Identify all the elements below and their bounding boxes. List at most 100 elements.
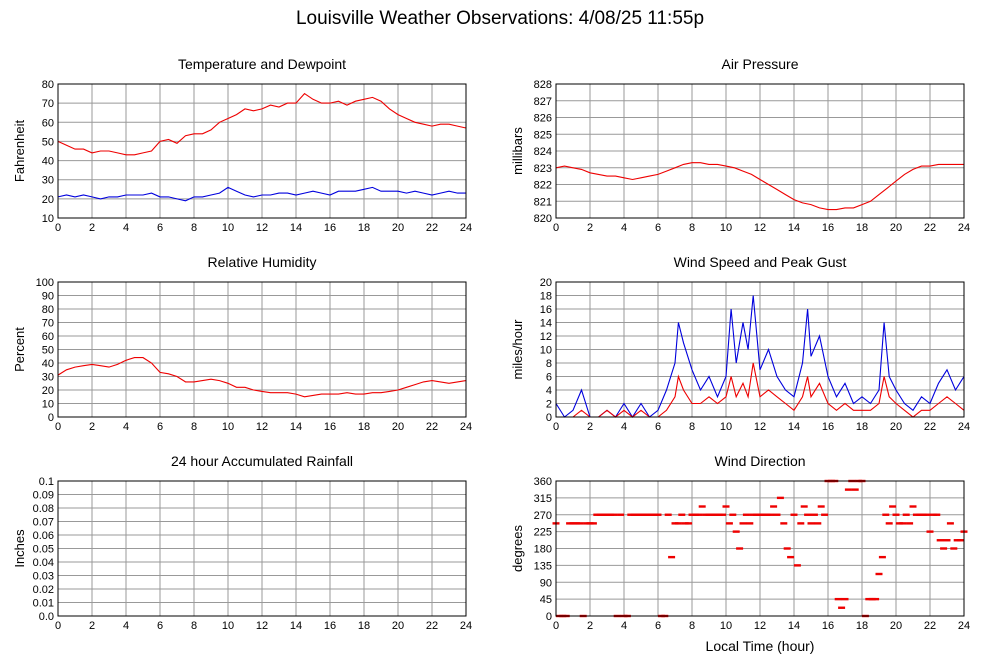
data-point bbox=[736, 547, 744, 550]
x-tick-label: 6 bbox=[655, 222, 661, 234]
x-tick-label: 14 bbox=[788, 222, 800, 234]
y-tick-label: 20 bbox=[42, 385, 54, 397]
page-title: Louisville Weather Observations: 4/08/25… bbox=[295, 8, 705, 29]
x-tick-label: 16 bbox=[822, 620, 834, 632]
plot-frame bbox=[57, 83, 467, 219]
chart-title: Air Pressure bbox=[721, 56, 798, 72]
y-tick-label: 50 bbox=[42, 345, 54, 357]
y-tick-label: 20 bbox=[540, 277, 552, 289]
series-line-1 bbox=[57, 357, 467, 398]
data-point bbox=[732, 530, 740, 533]
data-point bbox=[678, 513, 686, 516]
x-tick-label: 12 bbox=[256, 421, 268, 433]
x-tick-label: 0 bbox=[553, 620, 559, 632]
y-tick-label: 360 bbox=[534, 476, 552, 488]
y-tick-label: 50 bbox=[42, 136, 54, 148]
y-axis-label: miles/hour bbox=[510, 319, 525, 380]
series-line-2 bbox=[57, 186, 466, 202]
y-tick-label: 90 bbox=[540, 577, 552, 589]
chart-title: Relative Humidity bbox=[208, 254, 317, 270]
plot-frame bbox=[555, 480, 965, 617]
plot-frame bbox=[57, 480, 467, 617]
x-tick-label: 20 bbox=[392, 222, 404, 234]
y-tick-label: 80 bbox=[42, 79, 54, 91]
data-point bbox=[674, 522, 682, 525]
data-point bbox=[807, 522, 815, 525]
x-tick-label: 2 bbox=[89, 222, 95, 234]
data-point bbox=[685, 522, 693, 525]
series-line-1 bbox=[555, 295, 965, 419]
x-tick-label: 10 bbox=[222, 620, 234, 632]
x-tick-label: 24 bbox=[460, 421, 472, 433]
series-line-1 bbox=[555, 162, 964, 211]
x-tick-label: 22 bbox=[426, 620, 438, 632]
x-tick-label: 20 bbox=[890, 620, 902, 632]
y-tick-label: 100 bbox=[36, 277, 54, 289]
y-axis-label: Fahrenheit bbox=[12, 120, 27, 183]
y-tick-label: 823 bbox=[534, 163, 552, 175]
x-tick-label: 18 bbox=[358, 421, 370, 433]
x-tick-label: 22 bbox=[426, 222, 438, 234]
data-point bbox=[926, 530, 934, 533]
x-tick-label: 0 bbox=[55, 620, 61, 632]
data-point bbox=[617, 513, 625, 516]
y-tick-label: 8 bbox=[546, 358, 552, 370]
x-tick-label: 4 bbox=[621, 620, 627, 632]
y-tick-label: 0 bbox=[546, 412, 552, 424]
x-tick-label: 8 bbox=[191, 421, 197, 433]
y-tick-label: 825 bbox=[534, 129, 552, 141]
x-tick-label: 18 bbox=[856, 222, 868, 234]
data-point bbox=[770, 505, 778, 508]
y-tick-label: 270 bbox=[534, 510, 552, 522]
y-tick-label: 30 bbox=[42, 175, 54, 187]
y-tick-label: 10 bbox=[540, 345, 552, 357]
chart-title: Temperature and Dewpoint bbox=[178, 56, 346, 72]
x-tick-label: 6 bbox=[157, 222, 163, 234]
x-tick-label: 6 bbox=[157, 421, 163, 433]
x-tick-label: 6 bbox=[157, 620, 163, 632]
x-tick-label: 20 bbox=[890, 222, 902, 234]
x-tick-label: 4 bbox=[123, 222, 129, 234]
x-tick-label: 22 bbox=[924, 222, 936, 234]
y-tick-label: 0.02 bbox=[33, 584, 54, 596]
x-tick-label: 24 bbox=[958, 620, 970, 632]
x-tick-label: 22 bbox=[924, 421, 936, 433]
x-tick-label: 0 bbox=[55, 222, 61, 234]
x-tick-label: 18 bbox=[358, 222, 370, 234]
x-tick-label: 22 bbox=[426, 421, 438, 433]
data-point bbox=[725, 522, 733, 525]
data-point bbox=[821, 513, 829, 516]
data-point bbox=[797, 522, 805, 525]
chart-panel-6: 0 2 4 6 8 10 12 14 16 18 20 22 240459013518022527031… bbox=[510, 453, 970, 632]
chart-panel-2: 0 2 4 6 8 10 12 14 16 18 20 22 248208218228238248258… bbox=[510, 56, 970, 234]
data-point bbox=[838, 606, 846, 609]
data-point bbox=[719, 513, 727, 516]
chart-title: Wind Speed and Peak Gust bbox=[674, 254, 847, 270]
x-tick-label: 24 bbox=[958, 421, 970, 433]
data-point bbox=[841, 597, 849, 601]
data-point bbox=[878, 555, 886, 559]
x-tick-label: 8 bbox=[689, 620, 695, 632]
y-tick-label: 2 bbox=[546, 399, 552, 411]
y-tick-label: 180 bbox=[534, 544, 552, 556]
x-tick-label: 10 bbox=[222, 421, 234, 433]
data-point bbox=[957, 539, 965, 542]
x-tick-label: 24 bbox=[460, 620, 472, 632]
data-point bbox=[936, 539, 944, 542]
y-tick-label: 0.06 bbox=[33, 530, 54, 542]
x-tick-label: 12 bbox=[754, 620, 766, 632]
x-tick-label: 0 bbox=[55, 421, 61, 433]
data-point bbox=[889, 505, 897, 508]
y-tick-label: 824 bbox=[534, 146, 552, 158]
y-tick-label: 14 bbox=[540, 318, 552, 330]
y-tick-label: 0.08 bbox=[33, 503, 54, 515]
x-tick-label: 10 bbox=[720, 620, 732, 632]
x-tick-label: 16 bbox=[822, 421, 834, 433]
x-tick-label: 0 bbox=[553, 222, 559, 234]
data-point bbox=[664, 513, 672, 516]
data-point bbox=[589, 522, 597, 525]
y-tick-label: 60 bbox=[42, 331, 54, 343]
y-tick-label: 0.07 bbox=[33, 517, 54, 529]
x-tick-label: 8 bbox=[689, 421, 695, 433]
